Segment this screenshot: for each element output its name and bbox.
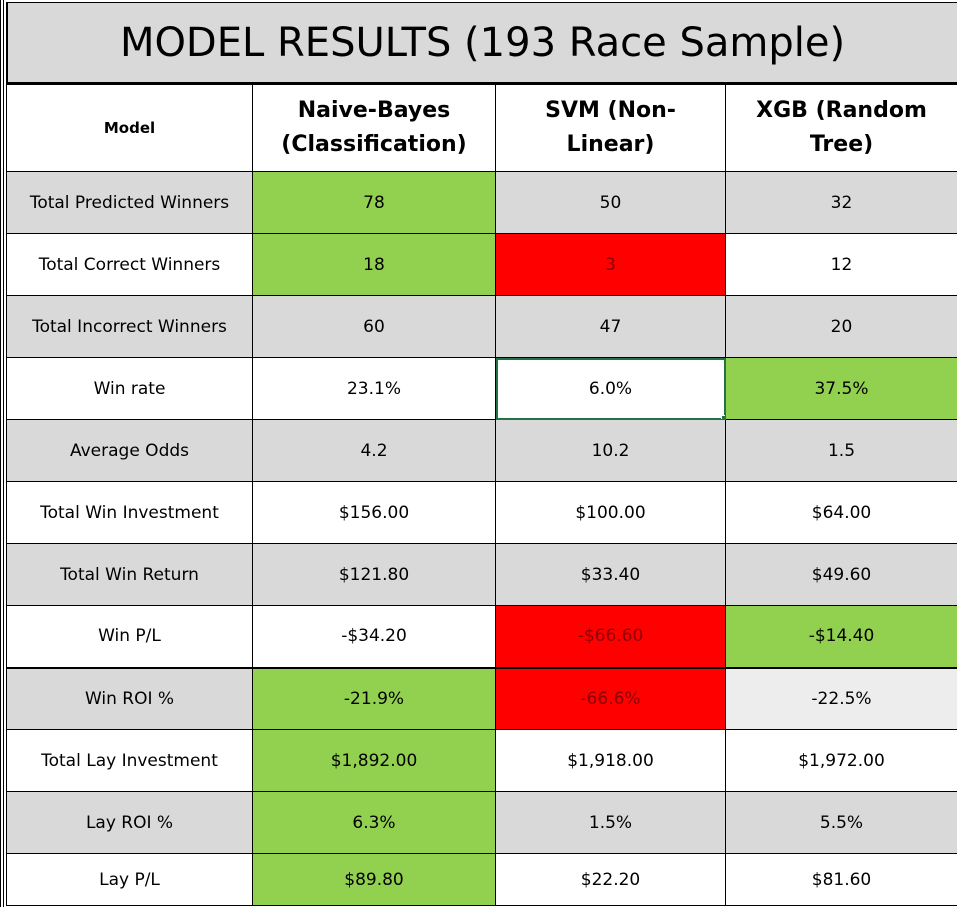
row-label[interactable]: Average Odds	[6, 419, 253, 482]
results-table: Model Naive-Bayes (Classification) SVM (…	[6, 84, 957, 906]
cell-svm[interactable]: 10.2	[495, 419, 726, 482]
row-label[interactable]: Win ROI %	[6, 666, 253, 730]
cell-svm[interactable]: 1.5%	[495, 791, 726, 854]
cell-naive-bayes[interactable]: 78	[252, 171, 496, 234]
row-label[interactable]: Lay P/L	[6, 853, 253, 906]
table-row: Lay P/L $89.80 $22.20 $81.60	[6, 853, 957, 906]
row-label[interactable]: Total Win Return	[6, 543, 253, 606]
cell-naive-bayes[interactable]: -$34.20	[252, 605, 496, 668]
cell-naive-bayes[interactable]: $1,892.00	[252, 729, 496, 792]
row-label[interactable]: Win rate	[6, 357, 253, 420]
cell-naive-bayes[interactable]: 18	[252, 233, 496, 296]
cell-naive-bayes[interactable]: $89.80	[252, 853, 496, 906]
cell-xgb[interactable]: $1,972.00	[725, 729, 957, 792]
cell-xgb[interactable]: 12	[725, 233, 957, 296]
cell-svm[interactable]: -$66.60	[495, 605, 726, 668]
cell-svm[interactable]: $1,918.00	[495, 729, 726, 792]
table-row: Average Odds 4.2 10.2 1.5	[6, 419, 957, 482]
table-row: Lay ROI % 6.3% 1.5% 5.5%	[6, 791, 957, 854]
row-label[interactable]: Lay ROI %	[6, 791, 253, 854]
row-label[interactable]: Total Win Investment	[6, 481, 253, 544]
cell-svm[interactable]: 47	[495, 295, 726, 358]
cell-naive-bayes[interactable]: 6.3%	[252, 791, 496, 854]
cell-naive-bayes[interactable]: -21.9%	[252, 666, 496, 730]
cell-xgb[interactable]: 5.5%	[725, 791, 957, 854]
row-label[interactable]: Total Correct Winners	[6, 233, 253, 296]
header-row: Model Naive-Bayes (Classification) SVM (…	[6, 84, 957, 172]
cell-svm[interactable]: 3	[495, 233, 726, 296]
row-label[interactable]: Total Incorrect Winners	[6, 295, 253, 358]
cell-naive-bayes[interactable]: 60	[252, 295, 496, 358]
table-row: Total Win Investment $156.00 $100.00 $64.00	[6, 481, 957, 544]
table-row: Total Win Return $121.80 $33.40 $49.60	[6, 543, 957, 606]
header-svm[interactable]: SVM (Non- Linear)	[495, 84, 726, 172]
cell-svm[interactable]: 6.0%	[495, 357, 726, 420]
row-label[interactable]: Win P/L	[6, 605, 253, 668]
table-row: Win P/L -$34.20 -$66.60 -$14.40	[6, 605, 957, 668]
row-label[interactable]: Total Lay Investment	[6, 729, 253, 792]
cell-xgb[interactable]: -$14.40	[725, 605, 957, 668]
cell-xgb[interactable]: 37.5%	[725, 357, 957, 420]
header-line: Tree)	[809, 132, 874, 157]
header-model[interactable]: Model	[6, 84, 253, 172]
cell-xgb[interactable]: 20	[725, 295, 957, 358]
header-line: Linear)	[566, 132, 655, 157]
header-line: (Classification)	[281, 132, 467, 157]
cell-xgb[interactable]: $81.60	[725, 853, 957, 906]
header-line: Naive-Bayes	[297, 98, 451, 123]
table-row: Win ROI % -21.9% -66.6% -22.5%	[6, 666, 957, 730]
header-line: SVM (Non-	[545, 98, 676, 123]
cell-svm[interactable]: 50	[495, 171, 726, 234]
table-row: Total Correct Winners 18 3 12	[6, 233, 957, 296]
cell-svm[interactable]: $33.40	[495, 543, 726, 606]
header-line: XGB (Random	[756, 98, 927, 123]
cell-xgb[interactable]: 1.5	[725, 419, 957, 482]
cell-xgb[interactable]: 32	[725, 171, 957, 234]
cell-svm[interactable]: $100.00	[495, 481, 726, 544]
table-row: Win rate 23.1% 6.0% 37.5%	[6, 357, 957, 420]
cell-svm[interactable]: -66.6%	[495, 666, 726, 730]
cell-naive-bayes[interactable]: $156.00	[252, 481, 496, 544]
cell-xgb[interactable]: -22.5%	[725, 666, 957, 730]
header-naive-bayes[interactable]: Naive-Bayes (Classification)	[252, 84, 496, 172]
table-row: Total Incorrect Winners 60 47 20	[6, 295, 957, 358]
table-title: MODEL RESULTS (193 Race Sample)	[119, 19, 846, 66]
cell-naive-bayes[interactable]: $121.80	[252, 543, 496, 606]
table-row: Total Lay Investment $1,892.00 $1,918.00 $1…	[6, 729, 957, 792]
cell-svm[interactable]: $22.20	[495, 853, 726, 906]
cell-xgb[interactable]: $49.60	[725, 543, 957, 606]
row-label[interactable]: Total Predicted Winners	[6, 171, 253, 234]
title-cell[interactable]: MODEL RESULTS (193 Race Sample)	[6, 2, 957, 84]
fill-handle[interactable]	[721, 415, 725, 419]
cell-xgb[interactable]: $64.00	[725, 481, 957, 544]
header-xgb[interactable]: XGB (Random Tree)	[725, 84, 957, 172]
table-row: Total Predicted Winners 78 50 32	[6, 171, 957, 234]
cell-naive-bayes[interactable]: 23.1%	[252, 357, 496, 420]
cell-naive-bayes[interactable]: 4.2	[252, 419, 496, 482]
